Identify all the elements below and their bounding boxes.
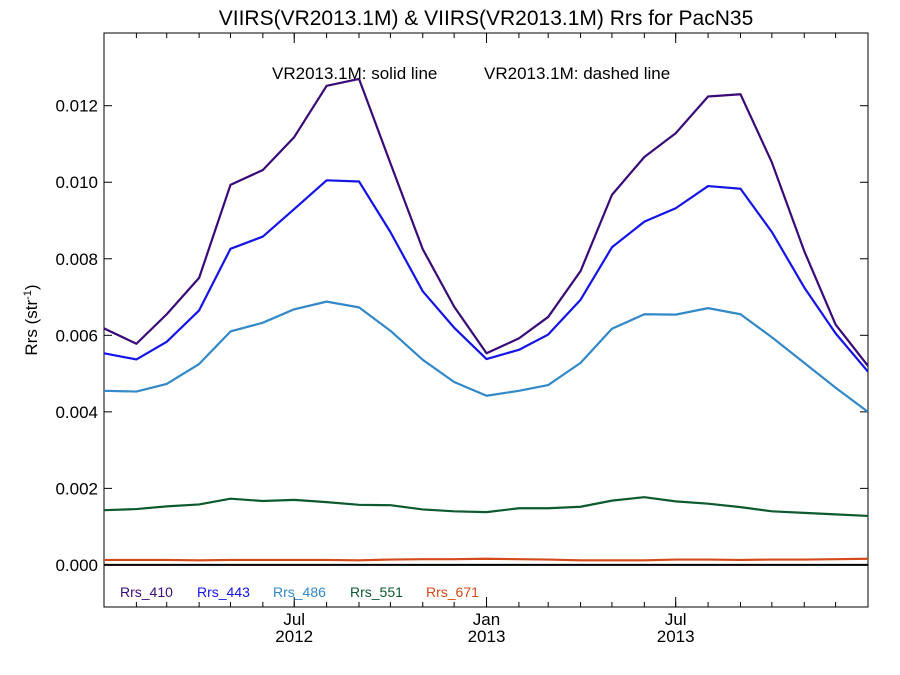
x-tick-month-label: Jul — [283, 610, 305, 629]
y-axis-label: Rrs (str-1) — [22, 284, 41, 355]
annotation-dashed-line: VR2013.1M: dashed line — [484, 64, 670, 83]
y-axis-label-main: Rrs (str — [22, 300, 41, 356]
series-line-rrs-410 — [104, 77, 868, 367]
legend-entry-rrs-443: Rrs_443 — [197, 584, 250, 600]
x-tick-month-label: Jan — [473, 610, 500, 629]
y-tick-label: 0.002 — [55, 479, 98, 498]
plot-area — [103, 32, 869, 608]
y-axis-label-end: ) — [22, 284, 41, 290]
legend-entry-rrs-410: Rrs_410 — [120, 584, 173, 600]
y-axis: 0.000 0.002 0.004 0.006 0.008 0.010 0.012 — [55, 97, 868, 575]
y-axis-label-superscript: -1 — [22, 290, 34, 300]
x-tick-year-label: 2013 — [468, 627, 506, 646]
x-tick-year-label: 2013 — [657, 627, 695, 646]
series-line-rrs-486 — [104, 300, 868, 413]
series-line-rrs-443 — [104, 179, 868, 373]
legend-entry-rrs-671: Rrs_671 — [426, 584, 479, 600]
y-tick-label: 0.004 — [55, 403, 98, 422]
y-tick-label: 0.012 — [55, 97, 98, 116]
legend-entry-rrs-551: Rrs_551 — [350, 584, 403, 600]
series-line-rrs-551 — [104, 496, 868, 518]
annotation-solid-line: VR2013.1M: solid line — [272, 64, 437, 83]
y-tick-label: 0.000 — [55, 556, 98, 575]
y-tick-label: 0.010 — [55, 173, 98, 192]
series-lines — [104, 77, 868, 562]
plot-border — [103, 32, 869, 608]
y-tick-label: 0.008 — [55, 250, 98, 269]
x-tick-year-label: 2012 — [275, 627, 313, 646]
legend-entry-rrs-486: Rrs_486 — [273, 584, 326, 600]
chart-title: VIIRS(VR2013.1M) & VIIRS(VR2013.1M) Rrs … — [219, 7, 754, 30]
series-line-rrs-671 — [104, 557, 868, 562]
y-tick-label: 0.006 — [55, 326, 98, 345]
x-tick-month-label: Jul — [665, 610, 687, 629]
legend: Rrs_410 Rrs_443 Rrs_486 Rrs_551 Rrs_671 — [120, 584, 479, 600]
